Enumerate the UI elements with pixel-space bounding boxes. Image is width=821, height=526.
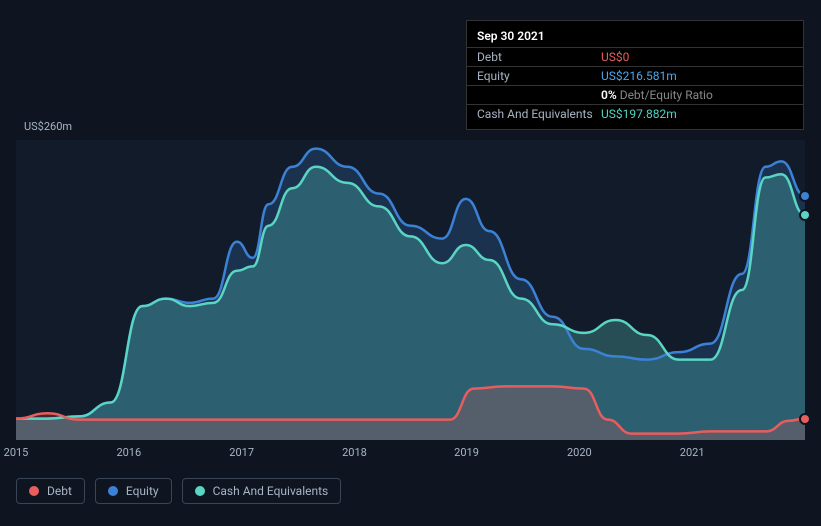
legend-item[interactable]: Debt [16,478,85,504]
tooltip-row-value: US$0 [601,50,793,64]
tooltip-row-value: US$216.581m [601,69,793,83]
tooltip-row-value: 0% Debt/Equity Ratio [601,88,793,102]
x-axis-labels: 2015201620172018201920202021 [16,446,805,466]
legend-dot-icon [108,486,118,496]
legend-dot-icon [195,486,205,496]
tooltip-row-label: Debt [477,50,601,64]
chart-tooltip: Sep 30 2021 DebtUS$0EquityUS$216.581m0% … [466,20,804,130]
tooltip-row-label: Equity [477,69,601,83]
chart-legend: Debt Equity Cash And Equivalents [16,478,341,504]
legend-item[interactable]: Equity [95,478,172,504]
legend-dot-icon [29,486,39,496]
x-axis-tick: 2020 [567,446,592,459]
chart-container: US$260m US$0 201520162017201820192020202… [16,120,805,460]
tooltip-date: Sep 30 2021 [467,27,803,48]
tooltip-row: EquityUS$216.581m [467,67,803,86]
tooltip-row: 0% Debt/Equity Ratio [467,86,803,105]
tooltip-row: DebtUS$0 [467,48,803,67]
series-end-marker [799,209,811,221]
x-axis-tick: 2015 [4,446,29,459]
legend-label: Debt [47,484,72,498]
tooltip-row-value: US$197.882m [601,107,793,121]
tooltip-row-label: Cash And Equivalents [477,107,601,121]
chart-plot-area[interactable] [16,140,805,440]
legend-label: Equity [126,484,159,498]
x-axis-tick: 2017 [229,446,254,459]
x-axis-tick: 2021 [680,446,705,459]
legend-label: Cash And Equivalents [213,484,329,498]
x-axis-tick: 2018 [342,446,367,459]
tooltip-row-label [477,88,601,102]
tooltip-row: Cash And EquivalentsUS$197.882m [467,105,803,123]
y-axis-top-label: US$260m [24,120,72,133]
series-end-marker [799,190,811,202]
legend-item[interactable]: Cash And Equivalents [182,478,342,504]
series-end-marker [799,413,811,425]
x-axis-tick: 2019 [454,446,479,459]
x-axis-tick: 2016 [116,446,141,459]
